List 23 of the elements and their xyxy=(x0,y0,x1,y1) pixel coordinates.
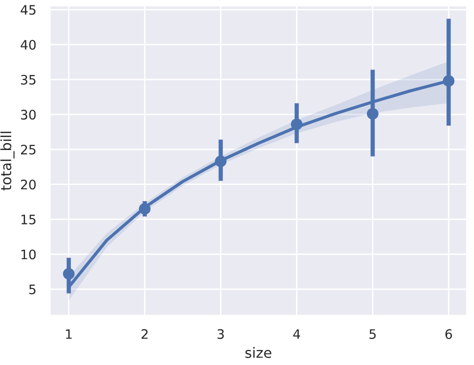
point xyxy=(366,108,378,120)
point xyxy=(62,268,75,280)
y-tick-label: 45 xyxy=(20,5,36,15)
x-tick-label: 5 xyxy=(370,329,376,339)
y-axis-title: total_bill xyxy=(0,132,14,190)
y-tick-label: 10 xyxy=(21,250,36,260)
point xyxy=(290,118,303,130)
x-tick-label: 1 xyxy=(66,329,72,339)
x-tick-label: 4 xyxy=(293,329,300,339)
y-tick-label: 25 xyxy=(21,144,36,155)
y-tick-label: 15 xyxy=(21,214,36,224)
y-tick-label: 40 xyxy=(20,40,36,50)
y-tick-label: 20 xyxy=(21,180,36,190)
y-tick-label: 5 xyxy=(29,284,36,294)
point xyxy=(442,75,454,87)
point xyxy=(214,155,227,168)
y-tick-label: 30 xyxy=(21,110,36,120)
x-tick-label: 6 xyxy=(445,329,452,339)
x-axis-title: size xyxy=(245,347,272,358)
x-tick-label: 3 xyxy=(218,329,224,339)
x-tick-label: 2 xyxy=(142,329,148,339)
y-tick-label: 35 xyxy=(21,74,36,85)
point xyxy=(138,203,151,215)
